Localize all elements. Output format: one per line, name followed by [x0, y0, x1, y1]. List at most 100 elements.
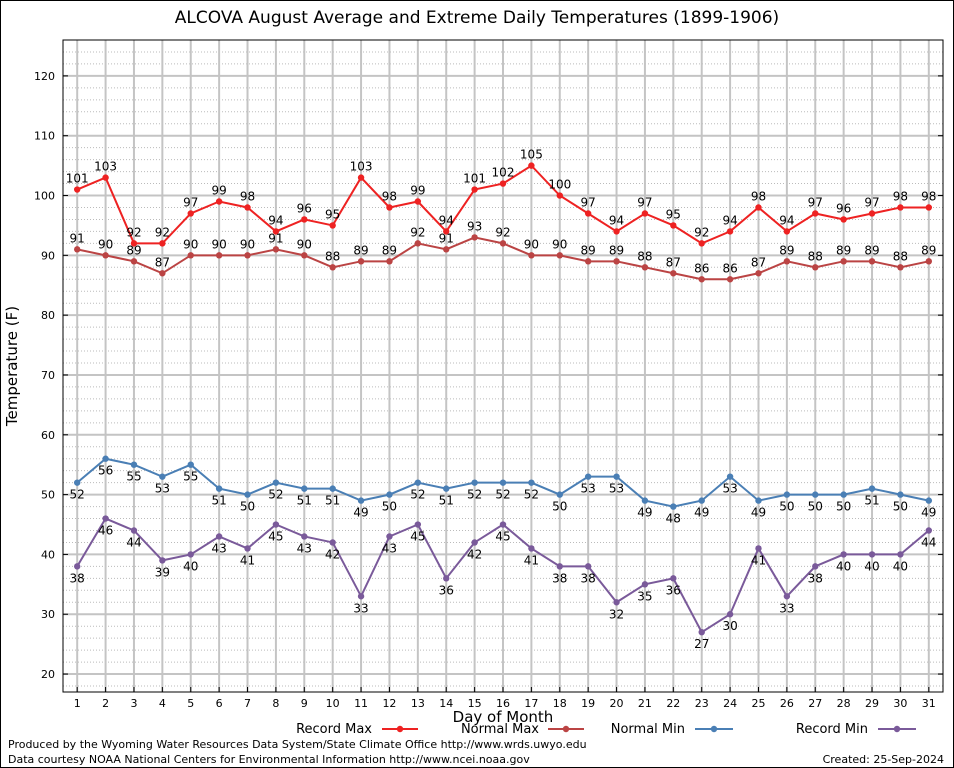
data-label: 49	[921, 506, 936, 520]
data-point	[130, 527, 138, 534]
data-point	[443, 228, 450, 235]
data-point	[187, 210, 194, 217]
data-label: 93	[467, 219, 482, 233]
data-point	[159, 473, 166, 480]
data-point	[301, 252, 308, 259]
x-tick-label: 30	[893, 697, 907, 710]
data-point	[102, 455, 109, 462]
data-label: 55	[183, 470, 198, 484]
data-label: 43	[297, 541, 312, 555]
data-point	[812, 563, 819, 570]
data-label: 50	[836, 500, 851, 514]
data-label: 98	[921, 189, 936, 203]
x-tick-label: 27	[808, 697, 822, 710]
data-label: 35	[637, 589, 652, 603]
y-tick-label: 90	[41, 249, 55, 262]
x-tick-label: 10	[326, 697, 340, 710]
data-point	[73, 186, 81, 193]
y-tick-label: 50	[41, 489, 55, 502]
data-point	[244, 252, 251, 259]
data-point	[215, 198, 223, 205]
data-label: 98	[751, 189, 766, 203]
data-point	[301, 533, 308, 540]
legend-marker	[396, 725, 404, 733]
data-point	[897, 491, 904, 498]
data-label: 50	[382, 500, 397, 514]
data-label: 52	[268, 488, 283, 502]
data-point	[584, 210, 592, 217]
footer-created-date: Created: 25-Sep-2024	[822, 753, 944, 766]
data-label: 101	[463, 172, 486, 186]
x-tick-label: 1	[74, 697, 81, 710]
legend-item-normal-min: Normal Min	[611, 722, 733, 737]
x-tick-label: 20	[610, 697, 624, 710]
legend-marker	[710, 725, 718, 733]
legend-item-record-min: Record Min	[796, 722, 916, 737]
data-point	[471, 186, 478, 193]
data-point	[783, 228, 791, 235]
data-label: 90	[524, 237, 539, 251]
data-point	[159, 240, 166, 247]
x-tick-label: 15	[468, 697, 482, 710]
data-label: 89	[836, 243, 851, 257]
data-point	[215, 533, 223, 540]
data-label: 41	[751, 553, 766, 567]
x-tick-label: 31	[922, 697, 936, 710]
legend: Record Max Normal Max Normal Min Record Min	[296, 722, 916, 737]
data-label: 103	[94, 160, 117, 174]
data-label: 90	[552, 237, 567, 251]
data-label: 89	[581, 243, 596, 257]
data-label: 40	[864, 559, 879, 573]
data-label: 90	[240, 237, 255, 251]
data-point	[726, 228, 734, 235]
data-point	[443, 485, 450, 492]
series: 101 103 92 92 97 99 98 94 96 95 103 98 99 94 101 102 105…	[66, 148, 937, 652]
data-label: 92	[694, 225, 709, 239]
data-label: 95	[666, 207, 681, 221]
data-label: 50	[552, 500, 567, 514]
y-tick-label: 30	[41, 608, 55, 621]
data-label: 99	[410, 184, 425, 198]
data-label: 45	[410, 530, 425, 544]
data-label: 92	[495, 225, 510, 239]
data-label: 41	[524, 553, 539, 567]
data-label: 52	[467, 488, 482, 502]
data-point	[868, 485, 876, 492]
data-point	[499, 180, 507, 187]
data-label: 42	[467, 547, 482, 561]
data-label: 53	[609, 482, 624, 496]
data-point	[670, 222, 677, 229]
data-label: 89	[126, 243, 141, 257]
data-label: 27	[694, 637, 709, 651]
data-label: 30	[722, 619, 737, 633]
data-point	[783, 258, 791, 265]
data-label: 94	[722, 213, 737, 227]
y-tick-label: 110	[34, 130, 55, 143]
data-label: 98	[382, 189, 397, 203]
data-label: 98	[893, 189, 908, 203]
x-tick-label: 4	[159, 697, 166, 710]
x-tick-label: 25	[751, 697, 765, 710]
data-label: 92	[126, 225, 141, 239]
legend-item-normal-max: Normal Max	[461, 722, 584, 737]
data-point	[357, 174, 365, 181]
data-label: 94	[439, 213, 454, 227]
data-label: 38	[70, 571, 85, 585]
data-point	[641, 497, 649, 504]
legend-label: Normal Max	[461, 722, 539, 737]
data-label: 40	[836, 559, 851, 573]
data-point	[272, 479, 280, 486]
data-point	[584, 473, 592, 480]
grid	[63, 39, 943, 692]
data-point	[812, 210, 819, 217]
data-point	[329, 264, 336, 271]
data-point	[499, 479, 507, 486]
data-label: 50	[893, 500, 908, 514]
legend-item-record-max: Record Max	[296, 722, 418, 737]
data-point	[159, 557, 166, 564]
data-label: 38	[808, 571, 823, 585]
x-tick-label: 7	[244, 697, 251, 710]
data-point	[840, 216, 847, 223]
data-label: 52	[524, 488, 539, 502]
data-point	[670, 270, 677, 277]
